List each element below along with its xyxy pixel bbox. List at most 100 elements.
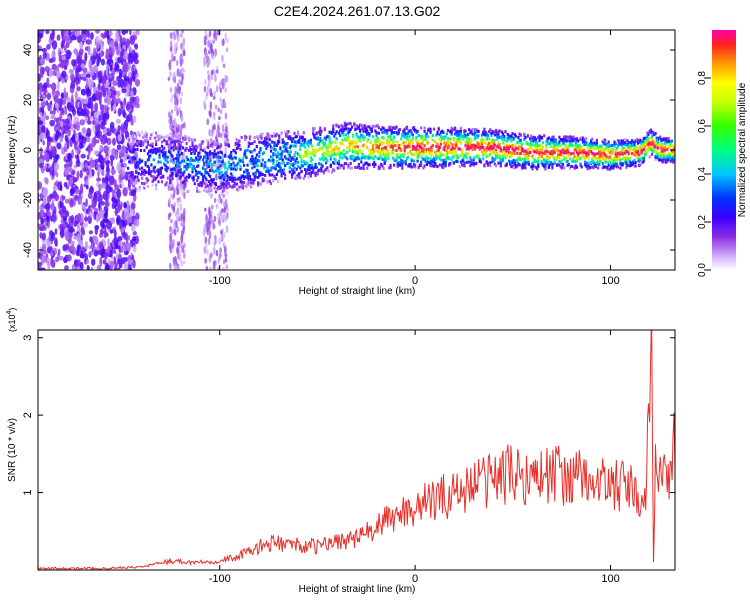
spectrogram-cell xyxy=(191,140,194,144)
spectrogram-cell xyxy=(178,147,181,151)
spectrogram-cell xyxy=(436,165,439,169)
spectrogram-cell xyxy=(570,136,573,140)
spectrogram-cell xyxy=(76,233,82,243)
spectrogram-cell xyxy=(354,165,357,169)
spectrogram-cell xyxy=(197,152,200,155)
spectrogram-cell xyxy=(146,178,149,182)
spectrogram-cell xyxy=(303,138,307,142)
spectrogram-cell xyxy=(384,153,387,157)
spectrogram-cell xyxy=(469,137,472,141)
spectrogram-cell xyxy=(298,172,301,176)
spectrogram-cell xyxy=(231,185,234,189)
spectrogram-cell xyxy=(79,253,86,259)
spectrogram-cell xyxy=(133,53,138,60)
spectrogram-cell xyxy=(415,148,418,152)
spectrogram-cell xyxy=(41,125,46,134)
spectrogram-cell xyxy=(100,32,104,38)
spectrogram-cell xyxy=(76,56,82,64)
spectrogram-cell xyxy=(430,164,433,168)
spectrogram-cell xyxy=(524,161,527,165)
spectrogram-cell xyxy=(276,164,280,168)
spectrogram-cell xyxy=(444,144,447,148)
spectrogram-cell xyxy=(216,167,219,171)
spectrogram-cell xyxy=(349,155,352,159)
spectrogram-cell xyxy=(326,166,329,170)
spectrogram-cell xyxy=(39,87,43,96)
spectrogram-cell xyxy=(103,104,108,114)
spectrogram-cell xyxy=(210,204,214,210)
spectrogram-cell xyxy=(44,152,50,161)
spectrogram-cell xyxy=(219,87,223,94)
spectrogram-cell xyxy=(75,79,79,87)
spectrogram-cell xyxy=(354,158,357,162)
spectrogram-cell xyxy=(491,157,494,161)
spectrogram-cell xyxy=(559,165,562,169)
spectrogram-cell xyxy=(577,156,580,160)
spectrogram-cell xyxy=(268,179,271,183)
spectrogram-cell xyxy=(190,162,193,166)
spectrogram-cell xyxy=(373,165,376,169)
spectrogram-cell xyxy=(436,130,439,134)
spectrogram-cell xyxy=(548,155,552,159)
spectrogram-cell xyxy=(575,156,579,160)
spectrogram-cell xyxy=(321,164,324,168)
spectrogram-cell xyxy=(427,135,430,139)
spectrogram-cell xyxy=(486,162,489,166)
spectrogram-cell xyxy=(485,137,488,141)
spectrogram-cell xyxy=(56,81,60,91)
spectrogram-cell xyxy=(553,151,556,155)
spectrogram-cell xyxy=(305,154,308,158)
spectrogram-cell xyxy=(609,165,613,169)
spectrogram-cell xyxy=(244,138,247,142)
spectrogram-cell xyxy=(348,129,351,133)
spectrogram-cell xyxy=(163,135,166,139)
spectrogram-cell xyxy=(159,160,162,164)
spectrogram-cell xyxy=(342,164,345,168)
spectrogram-cell xyxy=(546,150,549,154)
spectrogram-cell xyxy=(187,148,190,152)
spectrogram-cell xyxy=(509,136,512,140)
spectrogram-cell xyxy=(401,134,404,138)
spectrogram-cell xyxy=(179,202,183,212)
spectrogram-cell xyxy=(278,136,281,140)
spectrogram-cell xyxy=(465,147,468,151)
spectrogram-cell xyxy=(210,163,213,166)
spectrogram-cell xyxy=(183,170,186,174)
spectrogram-cell xyxy=(485,146,488,150)
spectrogram-cell xyxy=(133,143,137,147)
spectrogram-cell xyxy=(245,156,248,160)
spectrogram-cell xyxy=(216,65,219,70)
spectrogram-cell xyxy=(594,152,597,156)
spectrogram-cell xyxy=(407,164,410,168)
spectrogram-cell xyxy=(621,146,624,150)
spectrogram-cell xyxy=(620,148,623,152)
spectrogram-cell xyxy=(69,198,74,206)
spectrogram-cell xyxy=(543,165,546,169)
spectrogram-cell xyxy=(444,135,447,139)
spectrogram-cell xyxy=(303,140,307,144)
spectrogram-cell xyxy=(512,159,515,163)
spectrogram-cell xyxy=(71,59,76,67)
spectrogram-cell xyxy=(80,63,85,69)
spectrogram-cell xyxy=(417,151,420,155)
spectrogram-cell xyxy=(436,156,439,159)
spectrogram-cell xyxy=(294,151,297,154)
spectrogram-cell xyxy=(155,140,158,144)
spectrogram-cell xyxy=(373,160,376,164)
spectrogram-cell xyxy=(258,154,261,158)
spectrogram-cell xyxy=(367,125,370,129)
spectrogram-cell xyxy=(377,126,380,130)
spectrogram-cell xyxy=(184,184,187,188)
spectrogram-cell xyxy=(101,83,105,94)
spectrogram-cell xyxy=(50,203,55,211)
spectrogram-cell xyxy=(328,151,331,154)
spectrogram-cell xyxy=(495,164,498,168)
spectrogram-cell xyxy=(45,222,49,227)
spectrogram-cell xyxy=(295,135,298,139)
spectrogram-cell xyxy=(227,160,230,164)
spectrogram-cell xyxy=(204,185,207,189)
spectrogram-cell xyxy=(275,132,278,136)
spectrogram-cell xyxy=(493,130,496,134)
spectrogram-cell xyxy=(132,145,135,148)
spectrogram-cell xyxy=(307,175,310,179)
